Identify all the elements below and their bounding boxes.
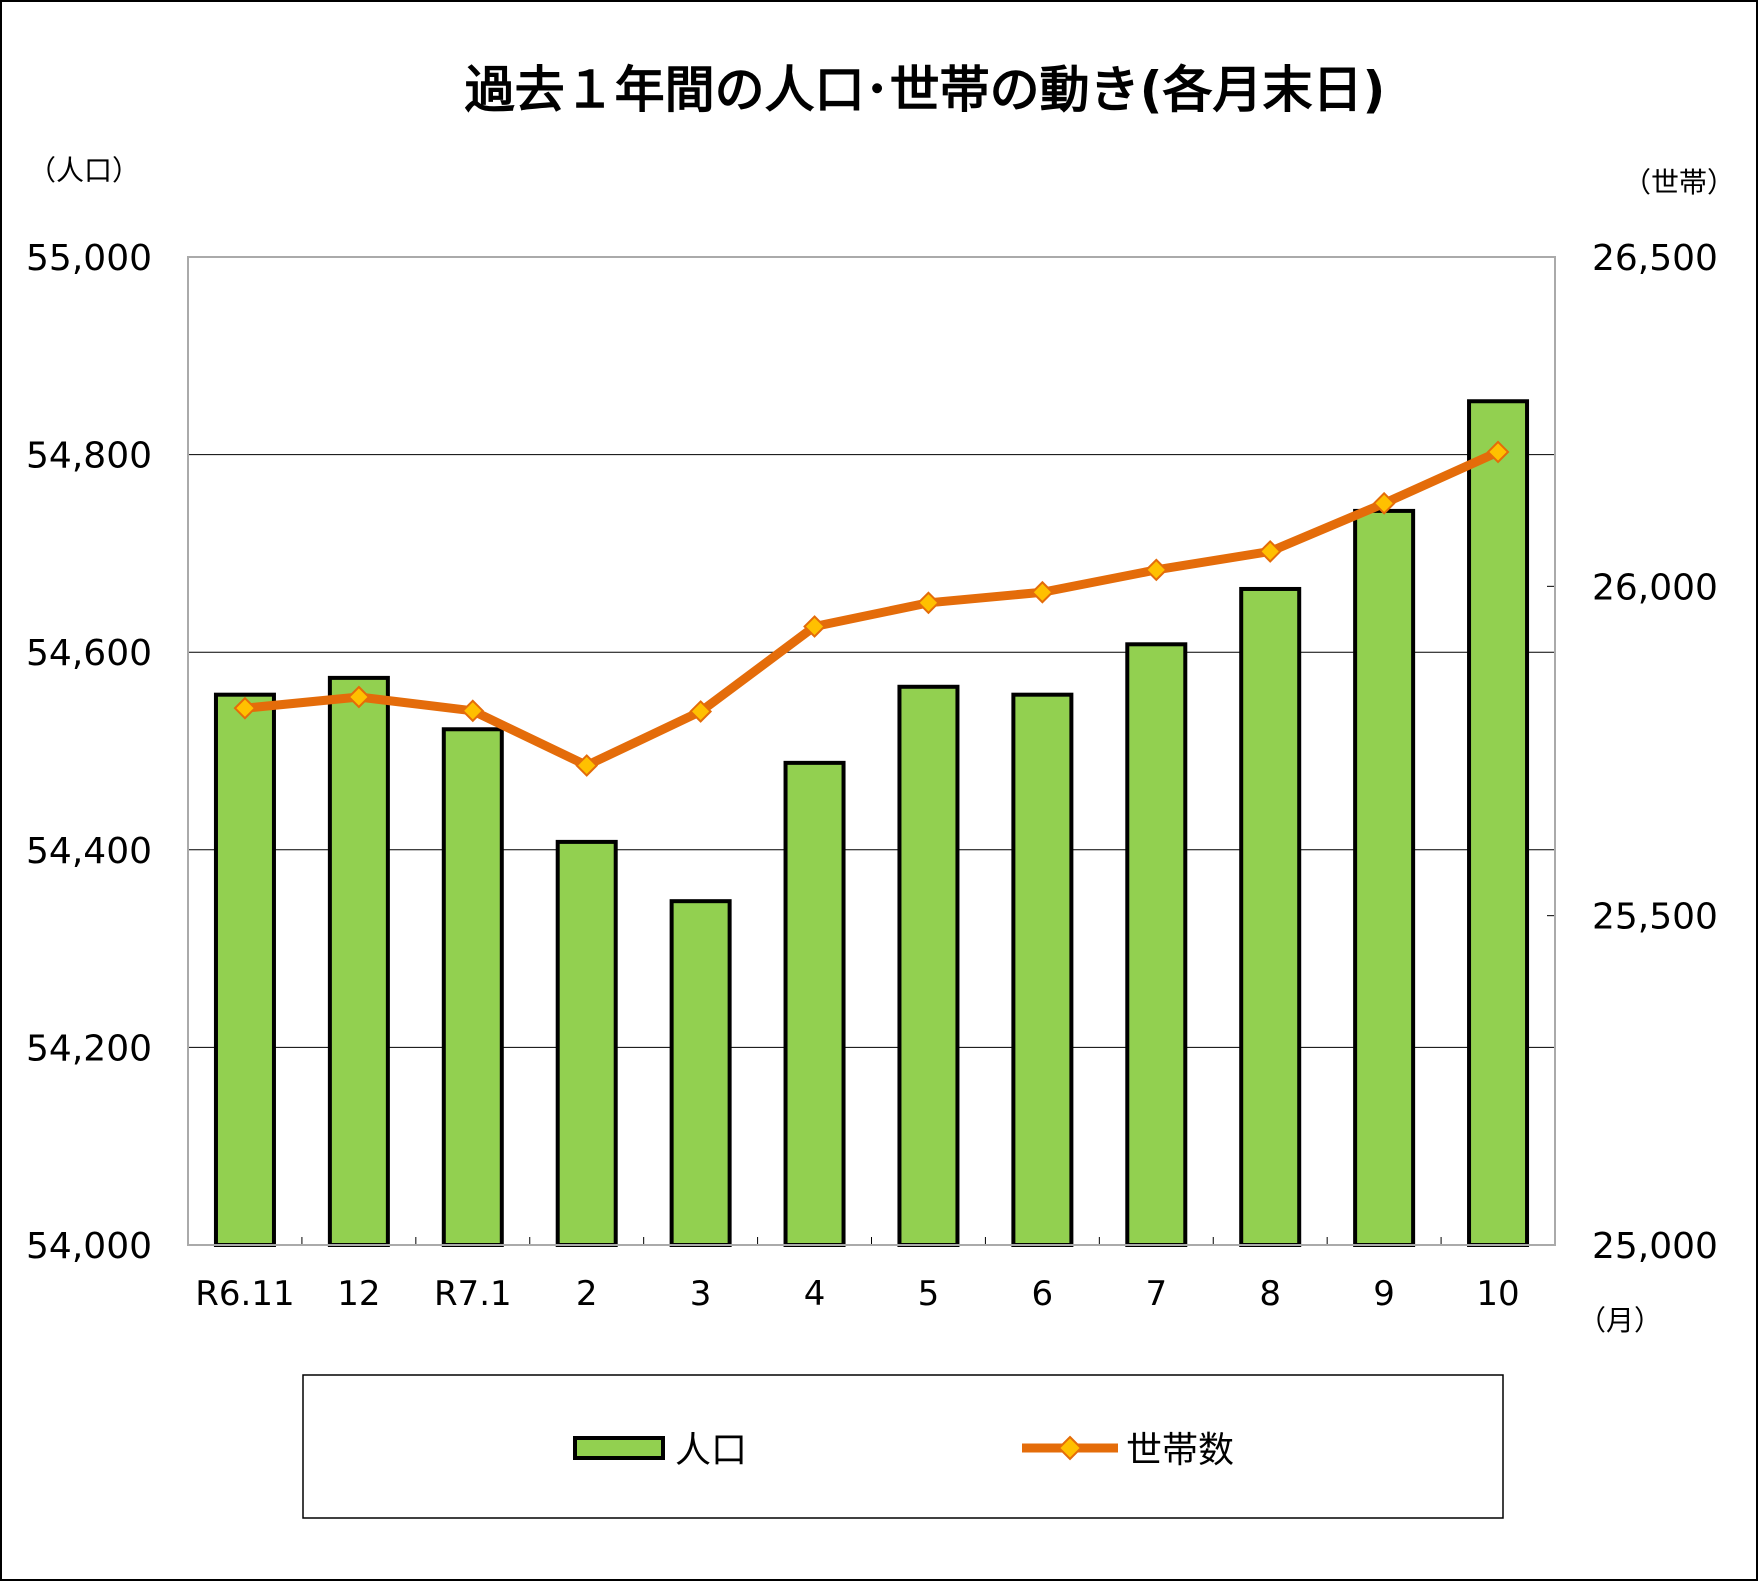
x-tick-label: R6.11 [195,1274,294,1314]
household-marker-9 [1372,491,1396,515]
x-tick-label: 9 [1373,1274,1395,1314]
plot-area [187,256,1556,1246]
bar-R6.11 [213,692,276,1247]
legend-diamond-marker [1057,1435,1083,1461]
x-tick-label: 4 [804,1274,826,1314]
population-bars [213,399,1530,1248]
left-tick-label: 55,000 [26,238,152,279]
bar-10 [1467,399,1530,1247]
x-tick-label: 6 [1032,1274,1054,1314]
bar-6 [1011,692,1074,1247]
household-marker-6 [1030,580,1054,604]
x-tick-label: R7.1 [434,1274,512,1314]
x-tick-label: 3 [690,1274,712,1314]
bar-3 [669,899,732,1248]
household-marker-3 [689,700,713,723]
bar-R7.1 [441,727,504,1247]
household-marker-12 [347,685,371,709]
x-tick-label: 8 [1259,1274,1281,1314]
household-marker-R6.11 [233,696,257,720]
bar-2 [555,839,618,1247]
legend-bar-swatch [573,1436,665,1460]
bar-4 [783,760,846,1248]
legend-label-households: 世帯数 [1126,1430,1234,1471]
household-marker-10 [1486,440,1510,464]
x-tick-label: 7 [1145,1274,1167,1314]
x-tick-label: 10 [1476,1274,1519,1314]
left-axis-label: （人口） [28,154,140,187]
right-tick-label: 25,500 [1592,897,1718,938]
left-tick-label: 54,800 [26,436,152,477]
right-tick-label: 26,500 [1592,238,1718,279]
household-marker-4 [803,615,826,638]
left-tick-label: 54,200 [26,1028,152,1069]
x-tick-label: 5 [918,1274,940,1314]
right-tick-label: 25,000 [1592,1226,1718,1267]
x-tick-label: 12 [337,1274,380,1314]
bar-5 [897,684,960,1247]
legend: 人口 世帯数 [302,1374,1504,1519]
household-marker-8 [1258,540,1282,563]
household-series-line [244,447,1500,770]
left-tick-label: 54,600 [26,633,152,674]
right-axis-label: （世帯） [1623,166,1735,199]
household-marker-2 [575,754,599,777]
bar-9 [1353,508,1416,1247]
tick-labels: 54,000 54,200 54,400 54,600 54,800 55,000 25,0… [26,238,1718,1314]
legend-box [302,1374,1504,1519]
x-axis-label: （月） [1578,1304,1662,1337]
left-tick-label: 54,400 [26,831,152,872]
legend-label-population: 人口 [675,1430,747,1471]
household-marker-5 [917,591,940,615]
right-tick-label: 26,000 [1592,567,1718,608]
chart-title: 過去１年間の人口･世帯の動き(各月末日) [465,61,1386,119]
bar-12 [327,675,390,1247]
bar-8 [1239,586,1302,1247]
x-tick-label: 2 [576,1274,598,1314]
left-tick-label: 54,000 [26,1226,152,1267]
bar-7 [1125,642,1188,1247]
gridlines [188,256,1555,1246]
household-line [233,440,1510,777]
household-marker-7 [1144,558,1168,582]
household-marker-R7.1 [461,699,485,723]
